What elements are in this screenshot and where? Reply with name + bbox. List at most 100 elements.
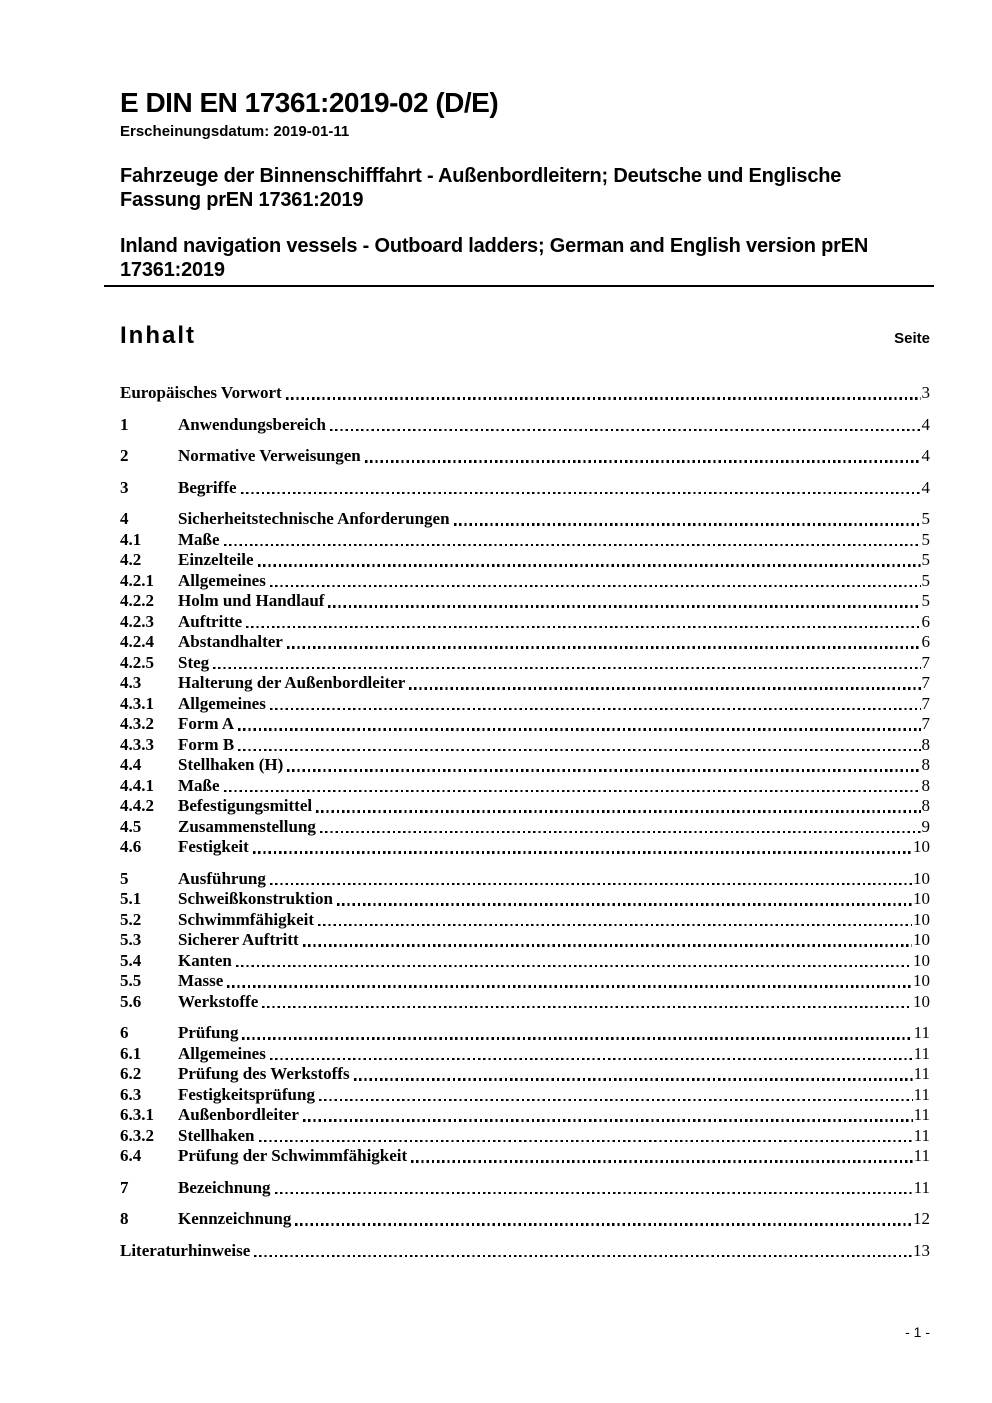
toc-entry-title: Halterung der Außenbordleiter [178,673,406,692]
toc-entry-title: Holm und Handlauf [178,591,325,610]
toc-entry-number: 5 [120,868,129,888]
toc-dot-leader [213,666,921,669]
toc-entry-number: 4.6 [120,837,142,856]
toc-entry: 6.3 Festigkeitsprüfung 11 [120,1085,930,1106]
toc-entry: 4.3.2 Form A 7 [120,714,930,735]
toc-entry-number: 3 [120,477,129,497]
footer-page-number: - 1 - [905,1324,930,1340]
toc-entry: 4.2 Einzelteile 5 [120,550,930,571]
toc-dot-leader [238,728,921,731]
toc-dot-leader [287,769,921,772]
toc-entry: 6.3.2 Stellhaken 11 [120,1126,930,1147]
toc-entry-number: 5.3 [120,930,142,949]
toc-entry-page: 11 [913,1043,930,1063]
toc-entry-title: Festigkeit [178,837,249,856]
toc-entry-title: Normative Verweisungen [178,446,361,465]
toc-entry-number: 4.2.5 [120,652,154,672]
toc-entry-page: 7 [921,714,931,733]
toc-entry-page: 10 [913,971,930,990]
toc-entry: 4.4.2 Befestigungsmittel 8 [120,796,930,817]
toc-entry-title: Ausführung [178,868,266,888]
toc-dot-leader [302,944,912,947]
toc-entry-number: 4.4 [120,755,142,774]
toc-entry: 6.2 Prüfung des Werkstoffs 11 [120,1064,930,1085]
toc-entry: 3 Begriffe 4 [120,478,930,499]
toc-entry-title: Anwendungsbereich [178,414,326,434]
toc-entry-page: 4 [921,477,931,497]
toc-heading: Inhalt [120,322,196,349]
toc-entry: 4.1 Maße 5 [120,530,930,551]
toc-dot-leader [285,397,921,400]
toc-entry-title: Stellhaken (H) [178,755,284,774]
toc-entry-page: 3 [921,383,931,402]
toc-entry-number: 5.2 [120,909,142,929]
toc-entry-title: Einzelteile [178,550,254,569]
toc-entry-page: 5 [921,591,931,610]
toc-entry-page: 10 [913,909,930,929]
toc-entry-number: 6.3.1 [120,1105,154,1124]
toc-entry-number: 1 [120,414,129,434]
toc-entry-page: 11 [913,1125,930,1145]
toc-entry-number: 4.3.1 [120,693,154,713]
toc-dot-leader [257,564,921,567]
toc-entry-title: Literaturhinweise [120,1240,251,1260]
toc-entry: 4 Sicherheitstechnische Anforderungen 5 [120,509,930,530]
toc-dot-leader [258,1139,913,1142]
toc-entry-page: 7 [921,693,931,713]
toc-entry-title: Zusammenstellung [178,816,316,836]
toc-entry-number: 4.5 [120,816,142,836]
toc-entry-page: 10 [913,930,930,949]
toc-entry: 6.1 Allgemeines 11 [120,1044,930,1065]
toc-entry-page: 8 [921,755,931,774]
toc-entry-number: 6.1 [120,1043,142,1063]
toc-dot-leader [252,851,912,854]
toc-dot-leader [269,707,921,710]
toc-entry: 5.4 Kanten 10 [120,951,930,972]
toc-entry-title: Allgemeines [178,570,266,590]
toc-entry-title: Kennzeichnung [178,1209,292,1228]
toc-entry: 2 Normative Verweisungen 4 [120,446,930,467]
toc-entry-title: Maße [178,775,220,795]
toc-entry-title: Prüfung der Schwimmfähigkeit [178,1146,408,1165]
header-divider [104,285,934,287]
toc-entry: 4.2.4 Abstandhalter 6 [120,632,930,653]
toc-dot-leader [328,605,921,608]
toc-dot-leader [353,1078,913,1081]
toc-entry-number: 6.4 [120,1146,142,1165]
toc-entry: 4.5 Zusammenstellung 9 [120,817,930,838]
toc-entry: 4.3.3 Form B 8 [120,735,930,756]
toc-dot-leader [223,543,921,546]
toc-dot-leader [316,810,921,813]
toc-entry-title: Stellhaken [178,1125,255,1145]
toc-entry: Literaturhinweise 13 [120,1241,930,1262]
toc-page-column-label: Seite [894,330,930,347]
toc-dot-leader [295,1223,912,1226]
toc-entry-number: 4.3 [120,673,142,692]
toc-entry-number: 6.3 [120,1084,142,1104]
toc-entry-title: Prüfung [178,1023,239,1042]
toc-entry: 4.3 Halterung der Außenbordleiter 7 [120,673,930,694]
toc-entry-title: Außenbordleiter [178,1105,299,1124]
toc-entry-number: 4 [120,509,129,528]
toc-entry-page: 4 [921,446,931,465]
toc-entry: 4.6 Festigkeit 10 [120,837,930,858]
toc-entry: 4.2.2 Holm und Handlauf 5 [120,591,930,612]
toc-entry-page: 10 [913,991,930,1011]
toc-entry-page: 13 [913,1240,930,1260]
toc-entry: 4.3.1 Allgemeines 7 [120,694,930,715]
toc-dot-leader [238,748,921,751]
toc-entry-page: 11 [913,1177,930,1197]
toc-entry-page: 12 [913,1209,930,1228]
toc-entry-number: 6 [120,1023,129,1042]
toc-entry-number: 5.4 [120,950,142,970]
toc-dot-leader [246,625,921,628]
toc-entry-page: 10 [913,837,930,856]
toc-entry-number: 4.2.2 [120,591,154,610]
toc-entry-title: Kanten [178,950,232,970]
toc-dot-leader [262,1005,912,1008]
toc-entry-page: 8 [921,734,931,754]
toc-entry-title: Form B [178,734,235,754]
toc-dot-leader [274,1191,913,1194]
toc-dot-leader [242,1037,913,1040]
